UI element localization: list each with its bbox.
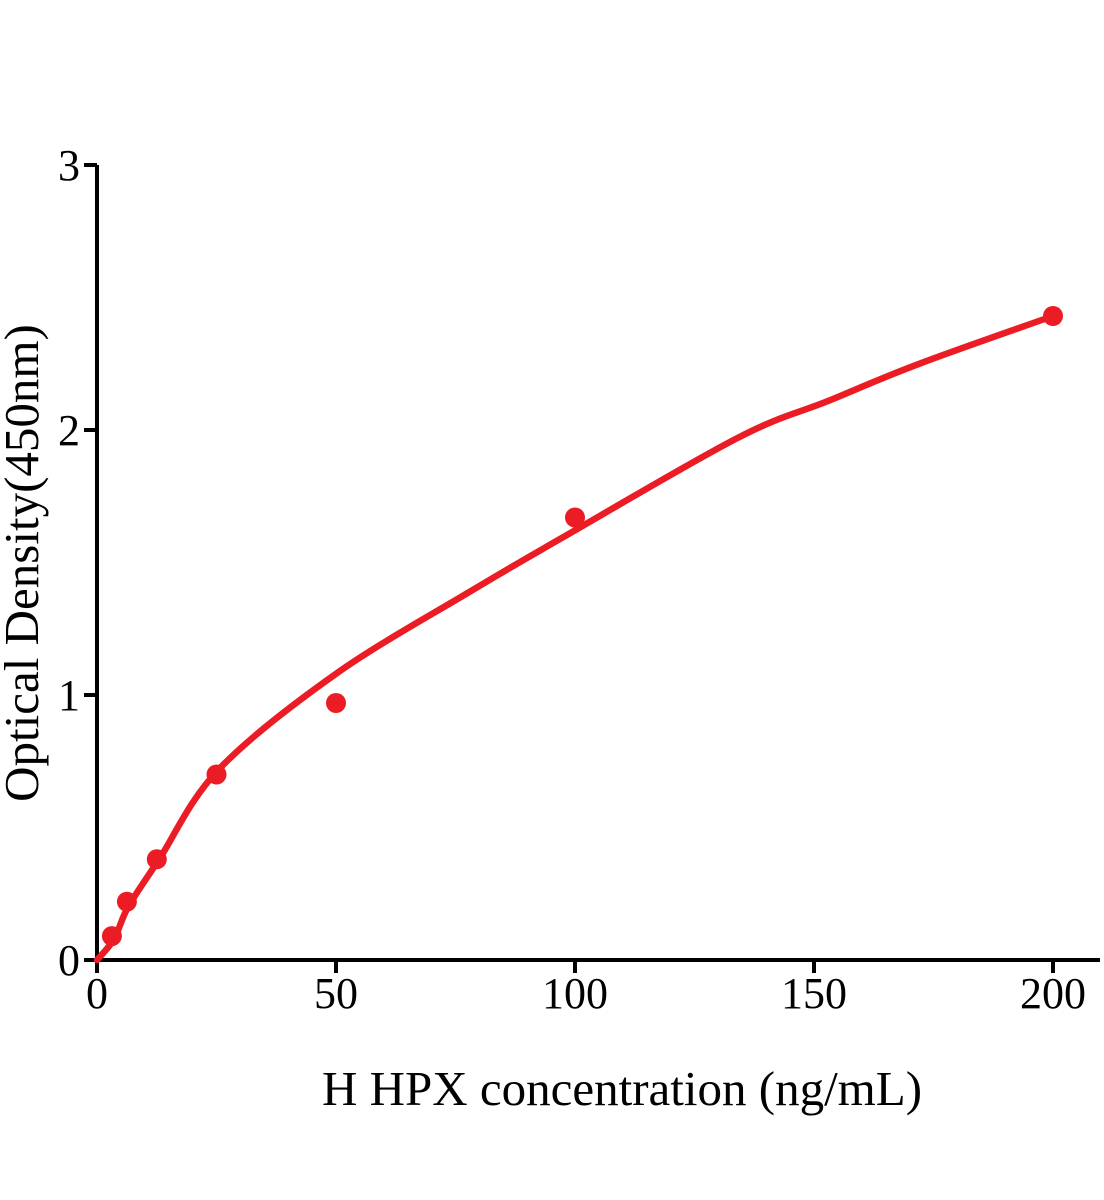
data-point (565, 507, 585, 528)
x-tick-label: 50 (314, 969, 358, 1018)
data-point (101, 926, 122, 947)
y-tick-label: 2 (58, 406, 80, 455)
x-tick-label: 150 (781, 969, 847, 1018)
x-tick-label: 0 (86, 969, 108, 1018)
y-tick-label: 3 (58, 141, 80, 190)
fit-curve-layer (93, 312, 1057, 964)
x-tick-label: 100 (542, 969, 608, 1018)
axes (95, 165, 1100, 962)
fit-curve (93, 312, 1057, 964)
ticks: 0 50 100 150 200 0 1 2 3 (58, 141, 1086, 1018)
data-points-layer (101, 306, 1063, 947)
y-tick-label: 0 (58, 936, 80, 985)
x-tick-label: 200 (1020, 969, 1086, 1018)
y-tick-label: 1 (58, 671, 80, 720)
y-axis-title: Optical Density(450nm) (0, 324, 49, 802)
data-point (116, 891, 137, 912)
x-axis-title: H HPX concentration (ng/mL) (322, 1061, 922, 1116)
data-point (146, 849, 167, 870)
data-point (206, 764, 227, 785)
data-point (1043, 306, 1063, 326)
data-point (326, 693, 346, 713)
